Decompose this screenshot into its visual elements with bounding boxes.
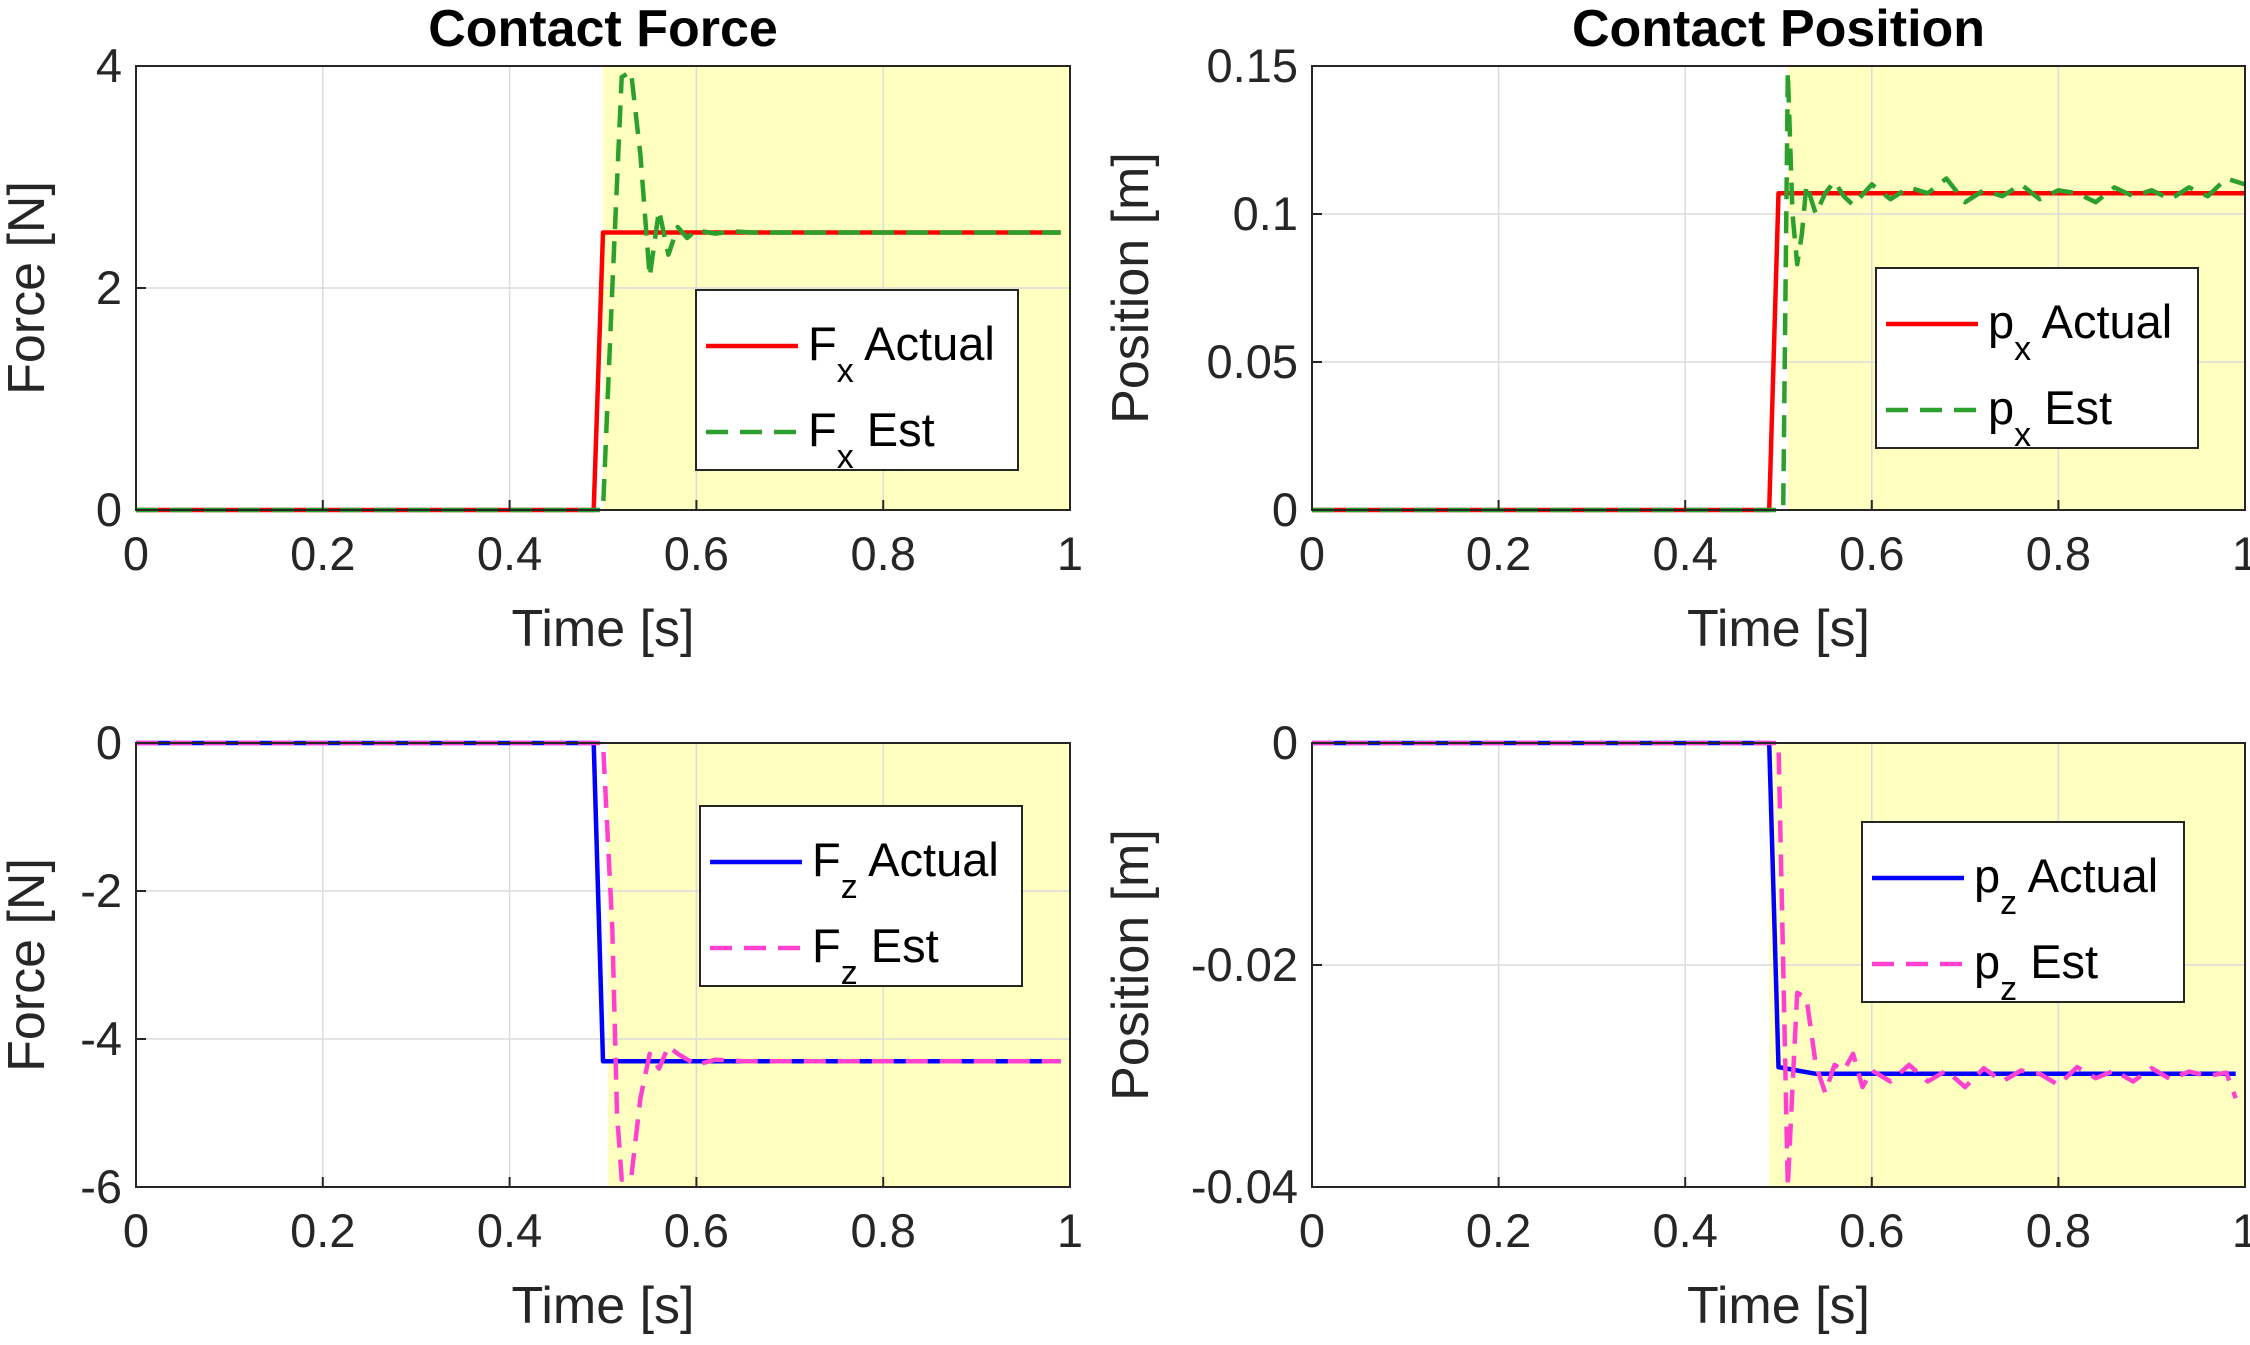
legend-label-main: F	[808, 403, 837, 456]
legend-box	[1875, 267, 2199, 449]
legend-label-main: F	[808, 317, 837, 370]
y-axis-label: Force [N]	[0, 181, 56, 395]
chart-force-x: 0 0.2 0.4 0.6 0.8 1 0 2 4 Contact Force Time [s] Fo…	[0, 0, 1083, 658]
x-tick-label: 0.8	[851, 527, 916, 580]
x-tick-label: 0.2	[1466, 527, 1531, 580]
legend-label-rest: Est	[854, 403, 935, 456]
series-line-p-z-est	[1312, 740, 2238, 1190]
x-tick-label: 0.2	[1466, 1204, 1531, 1257]
x-tick-label: 1	[1057, 527, 1083, 580]
y-tick-label: 0.1	[1233, 187, 1298, 240]
legend-label-subscript: z	[841, 868, 858, 906]
x-tick-label: 0	[1299, 1204, 1325, 1257]
chart-position-z: 0 0.2 0.4 0.6 0.8 1 -0.04 -0.02 0 Time [s] Positio…	[1102, 716, 2250, 1335]
x-tick-label: 0.8	[2026, 527, 2091, 580]
chart-title: Contact Force	[428, 0, 778, 58]
x-tick-label: 0	[123, 1204, 149, 1257]
legend-label-rest: Actual	[2017, 849, 2158, 902]
legend-entry-label: px Actual	[1988, 295, 2172, 368]
x-tick-label: 0.6	[1839, 527, 1904, 580]
legend-entry-label: px Est	[1988, 381, 2112, 454]
x-tick-label: 0.8	[851, 1204, 916, 1257]
x-tick-label: 1	[1057, 1204, 1083, 1257]
y-tick-label: 0	[96, 483, 122, 536]
x-axis-label: Time [s]	[1687, 600, 1870, 658]
y-tick-label: 4	[96, 39, 122, 92]
axes-box	[135, 742, 1071, 1188]
legend-label-rest: Est	[2031, 381, 2112, 434]
legend-label-main: F	[812, 919, 841, 972]
x-axis-label: Time [s]	[1687, 1277, 1870, 1335]
y-axis-label: Position [m]	[1102, 829, 1160, 1101]
y-tick-label: -0.02	[1191, 938, 1298, 991]
chart-position-x: 0 0.2 0.4 0.6 0.8 1 0 0.05 0.1 0.15 Contact Positi…	[1102, 0, 2250, 658]
x-tick-label: 0.4	[1653, 527, 1718, 580]
y-tick-label: -2	[80, 864, 122, 917]
series-line-p-x-est	[1312, 69, 2246, 513]
x-tick-label: 1	[2232, 527, 2250, 580]
legend-label-main: p	[1974, 849, 2000, 902]
legend-entry-label: Fz Actual	[812, 833, 999, 906]
y-tick-label: 0	[1272, 716, 1298, 769]
legend-label-subscript: x	[2014, 330, 2031, 368]
legend-entry-label: pz Est	[1974, 935, 2098, 1008]
legend-label-subscript: z	[841, 954, 858, 992]
chart-force-z: 0 0.2 0.4 0.6 0.8 1 -6 -4 -2 0 Time [s] Force [N] Fz…	[0, 716, 1083, 1335]
legend-entry-label: Fx Est	[808, 403, 935, 476]
axes-box	[1311, 65, 2246, 511]
legend-entry-label: Fz Est	[812, 919, 939, 992]
legend-box	[699, 805, 1023, 987]
legend-label-main: F	[812, 833, 841, 886]
legend-label-rest: Est	[2017, 935, 2098, 988]
legend-label-main: p	[1988, 295, 2014, 348]
x-tick-label: 1	[2232, 1204, 2250, 1257]
legend-label-rest: Actual	[2031, 295, 2172, 348]
x-tick-label: 0.4	[477, 1204, 542, 1257]
legend-entry-label: Fx Actual	[808, 317, 995, 390]
x-axis-label: Time [s]	[512, 1277, 695, 1335]
x-axis-label: Time [s]	[512, 600, 695, 658]
y-tick-label: 0	[1272, 483, 1298, 536]
x-tick-label: 0.6	[664, 1204, 729, 1257]
x-tick-label: 0.6	[1839, 1204, 1904, 1257]
legend-label-main: p	[1974, 935, 2000, 988]
x-tick-label: 0.8	[2026, 1204, 2091, 1257]
x-tick-label: 0	[123, 527, 149, 580]
y-axis-label: Position [m]	[1102, 152, 1160, 424]
legend-label-subscript: x	[837, 438, 854, 476]
y-tick-label: 2	[96, 261, 122, 314]
series-line-f-z-est	[136, 740, 1061, 1182]
y-axis-label: Force [N]	[0, 858, 56, 1072]
legend-label-subscript: z	[2000, 970, 2017, 1008]
legend-label-subscript: z	[2000, 884, 2017, 922]
x-tick-label: 0.4	[477, 527, 542, 580]
chart-title: Contact Position	[1572, 0, 1985, 58]
y-tick-label: 0.15	[1207, 39, 1298, 92]
x-tick-label: 0.2	[290, 527, 355, 580]
y-tick-label: -4	[80, 1012, 122, 1065]
x-tick-label: 0.4	[1653, 1204, 1718, 1257]
legend-label-main: p	[1988, 381, 2014, 434]
x-tick-label: 0.2	[290, 1204, 355, 1257]
legend-box	[695, 289, 1019, 471]
legend-entry-label: pz Actual	[1974, 849, 2158, 922]
x-tick-label: 0.6	[664, 527, 729, 580]
y-tick-label: 0	[96, 716, 122, 769]
legend-label-subscript: x	[2014, 416, 2031, 454]
y-tick-label: 0.05	[1207, 335, 1298, 388]
legend-label-rest: Actual	[858, 833, 999, 886]
series-line-f-x-est	[136, 69, 1061, 513]
y-tick-label: -6	[80, 1160, 122, 1213]
legend-label-rest: Est	[858, 919, 939, 972]
y-tick-label: -0.04	[1191, 1160, 1298, 1213]
legend-box	[1861, 821, 2185, 1003]
x-tick-label: 0	[1299, 527, 1325, 580]
legend-label-rest: Actual	[854, 317, 995, 370]
legend-label-subscript: x	[837, 352, 854, 390]
